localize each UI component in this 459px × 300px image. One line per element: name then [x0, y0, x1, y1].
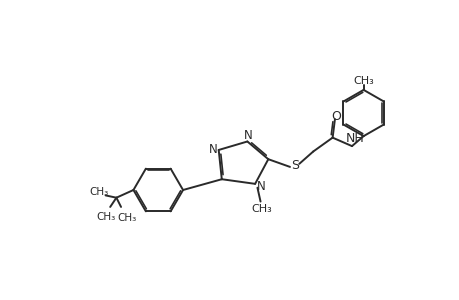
Text: N: N [257, 180, 265, 194]
Text: NH: NH [345, 132, 364, 145]
Text: O: O [331, 110, 341, 123]
Text: S: S [290, 159, 298, 172]
Text: N: N [208, 143, 217, 156]
Text: CH₃: CH₃ [251, 204, 272, 214]
Text: N: N [243, 129, 252, 142]
Text: CH₃: CH₃ [89, 187, 108, 196]
Text: CH₃: CH₃ [118, 214, 137, 224]
Text: CH₃: CH₃ [353, 76, 373, 86]
Text: CH₃: CH₃ [96, 212, 115, 222]
